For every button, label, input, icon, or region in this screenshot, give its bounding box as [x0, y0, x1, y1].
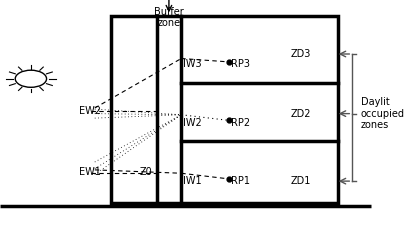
Text: RP1: RP1 [231, 176, 250, 186]
Text: Daylit
occupied
zones: Daylit occupied zones [360, 97, 405, 130]
Text: ZD1: ZD1 [290, 176, 311, 186]
Text: EW1: EW1 [79, 167, 101, 177]
Text: EW2: EW2 [79, 106, 101, 116]
Text: RP2: RP2 [231, 118, 250, 128]
Text: IW3: IW3 [183, 59, 202, 69]
Text: RP3: RP3 [231, 59, 250, 69]
Text: ZD2: ZD2 [290, 109, 311, 119]
Text: IW1: IW1 [183, 176, 202, 186]
Text: Buffer
zone: Buffer zone [154, 7, 184, 28]
Text: ZD3: ZD3 [290, 49, 311, 59]
Text: Z0: Z0 [140, 167, 152, 177]
Text: IW2: IW2 [183, 118, 202, 128]
